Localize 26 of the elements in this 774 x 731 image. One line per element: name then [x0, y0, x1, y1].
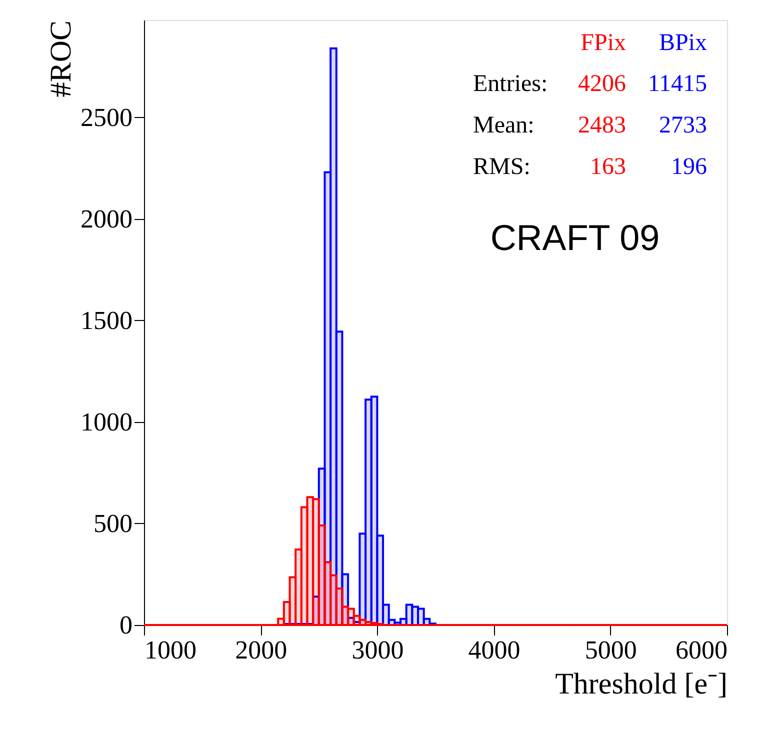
- annotation: 11415: [648, 71, 707, 97]
- y-tick-label: 2500: [80, 102, 132, 132]
- y-tick-label: 1500: [80, 306, 132, 335]
- y-tick-label: 2000: [80, 204, 132, 234]
- x-tick-label: 4000: [468, 636, 520, 664]
- annotation: 163: [590, 154, 626, 180]
- y-axis-title: #ROC: [44, 20, 78, 98]
- y-tick-label: 1000: [80, 407, 132, 436]
- annotation: 196: [671, 154, 707, 180]
- x-tick-label: 5000: [584, 636, 637, 664]
- text: BPix: [658, 30, 707, 56]
- x-tick-label: 2000: [235, 636, 288, 664]
- annotation: 2483: [578, 112, 626, 138]
- annotation: RMS:: [473, 154, 530, 180]
- x-axis-title: Threshold [e⁻]: [555, 668, 728, 700]
- x-tick-label: 3000: [352, 636, 404, 664]
- annotation: CRAFT 09: [490, 217, 660, 258]
- text: FPix: [580, 30, 626, 56]
- x-tick-label: 1000: [144, 636, 196, 664]
- annotation: 2733: [659, 112, 707, 138]
- y-tick-label: 500: [94, 508, 132, 538]
- x-tick-label: 6000: [676, 636, 728, 664]
- annotation: 4206: [578, 71, 626, 97]
- y-tick-label: 0: [120, 610, 132, 640]
- annotation: Entries:: [473, 71, 548, 97]
- annotation: Mean:: [473, 112, 534, 138]
